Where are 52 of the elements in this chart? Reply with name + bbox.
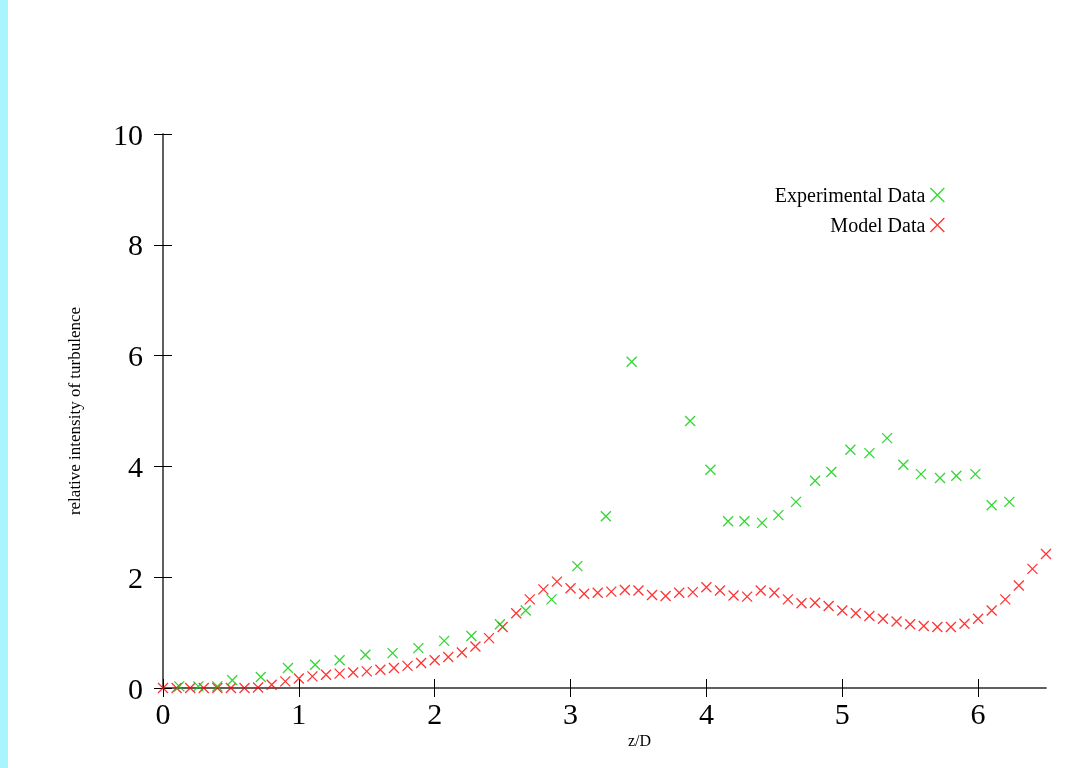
point: [790, 496, 802, 508]
y-axis-title: relative intensity of turbulence: [65, 306, 84, 516]
point: [863, 447, 876, 459]
point: [738, 515, 751, 527]
legend-label: Model Data: [830, 214, 926, 236]
point: [255, 671, 267, 683]
point: [881, 432, 893, 444]
x-tick-label: 4: [698, 696, 714, 730]
point: [1003, 496, 1015, 508]
point: [438, 635, 450, 647]
point: [386, 647, 399, 659]
point: [465, 630, 478, 642]
y-tick-label: 8: [128, 228, 143, 262]
point: [722, 515, 734, 527]
point: [684, 415, 696, 427]
point: [825, 466, 838, 478]
point: [756, 517, 768, 529]
y-tick-label: 2: [128, 560, 143, 594]
x-tick-label: 6: [970, 696, 986, 730]
x-axis-title: z/D: [627, 732, 652, 750]
y-tick-label: 0: [128, 671, 143, 705]
y-tick-label: 10: [113, 117, 143, 151]
point: [571, 560, 583, 572]
point: [897, 459, 910, 471]
point: [412, 642, 425, 654]
point: [520, 604, 532, 617]
point: [226, 674, 238, 686]
point: [309, 659, 321, 671]
point: [626, 356, 638, 368]
point: [282, 662, 294, 674]
x-tick-label: 2: [427, 696, 443, 730]
x-tick-label: 1: [291, 696, 307, 730]
y-tick-label: 4: [128, 449, 143, 483]
x-tick-label: 5: [834, 696, 850, 730]
point: [359, 649, 372, 661]
point: [950, 470, 962, 482]
x-tick-label: 3: [563, 696, 579, 730]
point: [969, 468, 982, 480]
legend-label: Experimental Data: [774, 184, 926, 207]
point: [192, 680, 204, 692]
x-tick-label: 0: [155, 696, 171, 730]
point: [772, 509, 785, 521]
point: [844, 444, 857, 456]
y-tick-label: 6: [128, 339, 143, 373]
point: [934, 472, 946, 484]
point: [986, 499, 998, 511]
point: [704, 464, 717, 476]
point: [809, 475, 821, 487]
point: [333, 654, 346, 666]
point: [915, 468, 927, 480]
point: [545, 593, 558, 606]
point: [600, 510, 612, 522]
